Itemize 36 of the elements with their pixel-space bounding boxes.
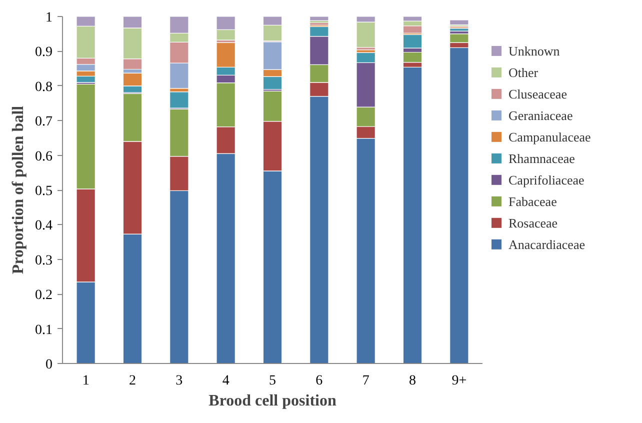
x-tick-label: 9+ [452, 374, 467, 388]
y-tick-label: 1 [46, 10, 52, 26]
bar [450, 20, 469, 26]
y-tick-label: 0 [46, 358, 52, 372]
x-tick-label: 3 [176, 374, 183, 388]
x-tick-label: 8 [409, 374, 416, 388]
bar [310, 16, 329, 21]
legend-label: Unknown [508, 43, 560, 58]
legend-label: Rhamnaceae [508, 150, 576, 166]
x-tick-label: 1 [82, 374, 90, 388]
y-axis-title: Proportion of pollen ball [10, 105, 27, 274]
y-tick-label: 0.8 [35, 80, 52, 95]
x-tick-label: 4 [222, 374, 230, 388]
x-tick-label: 2 [129, 374, 136, 388]
legend-label: Fabaceae [508, 194, 558, 209]
legend-label: Cluseaceae [508, 86, 568, 102]
legend-label: Other [508, 64, 539, 80]
y-tick-label: 0.3 [35, 253, 52, 268]
legend-label: Caprifoliaceae [508, 172, 585, 188]
x-tick-label: 5 [269, 374, 276, 388]
y-tick-label: 0.4 [35, 218, 52, 234]
y-tick-label: 0.6 [35, 149, 52, 164]
x-axis-title: Brood cell position [208, 392, 336, 410]
bar [450, 28, 469, 32]
y-tick-label: 0.7 [35, 114, 52, 130]
legend-label: Rosaceae [508, 215, 558, 230]
x-tick-label: 6 [316, 374, 323, 388]
legend-label: Anacardiaceae [508, 236, 586, 252]
y-tick-label: 0.1 [35, 322, 52, 338]
y-tick-label: 0.2 [35, 288, 52, 304]
bar [402, 66, 422, 364]
y-tick-label: 0.5 [35, 184, 52, 199]
legend-label: Campanulaceae [508, 129, 592, 144]
y-tick-label: 0.9 [35, 45, 52, 60]
x-tick-label: 7 [362, 374, 370, 388]
legend-label: Geraniaceae [508, 108, 573, 123]
